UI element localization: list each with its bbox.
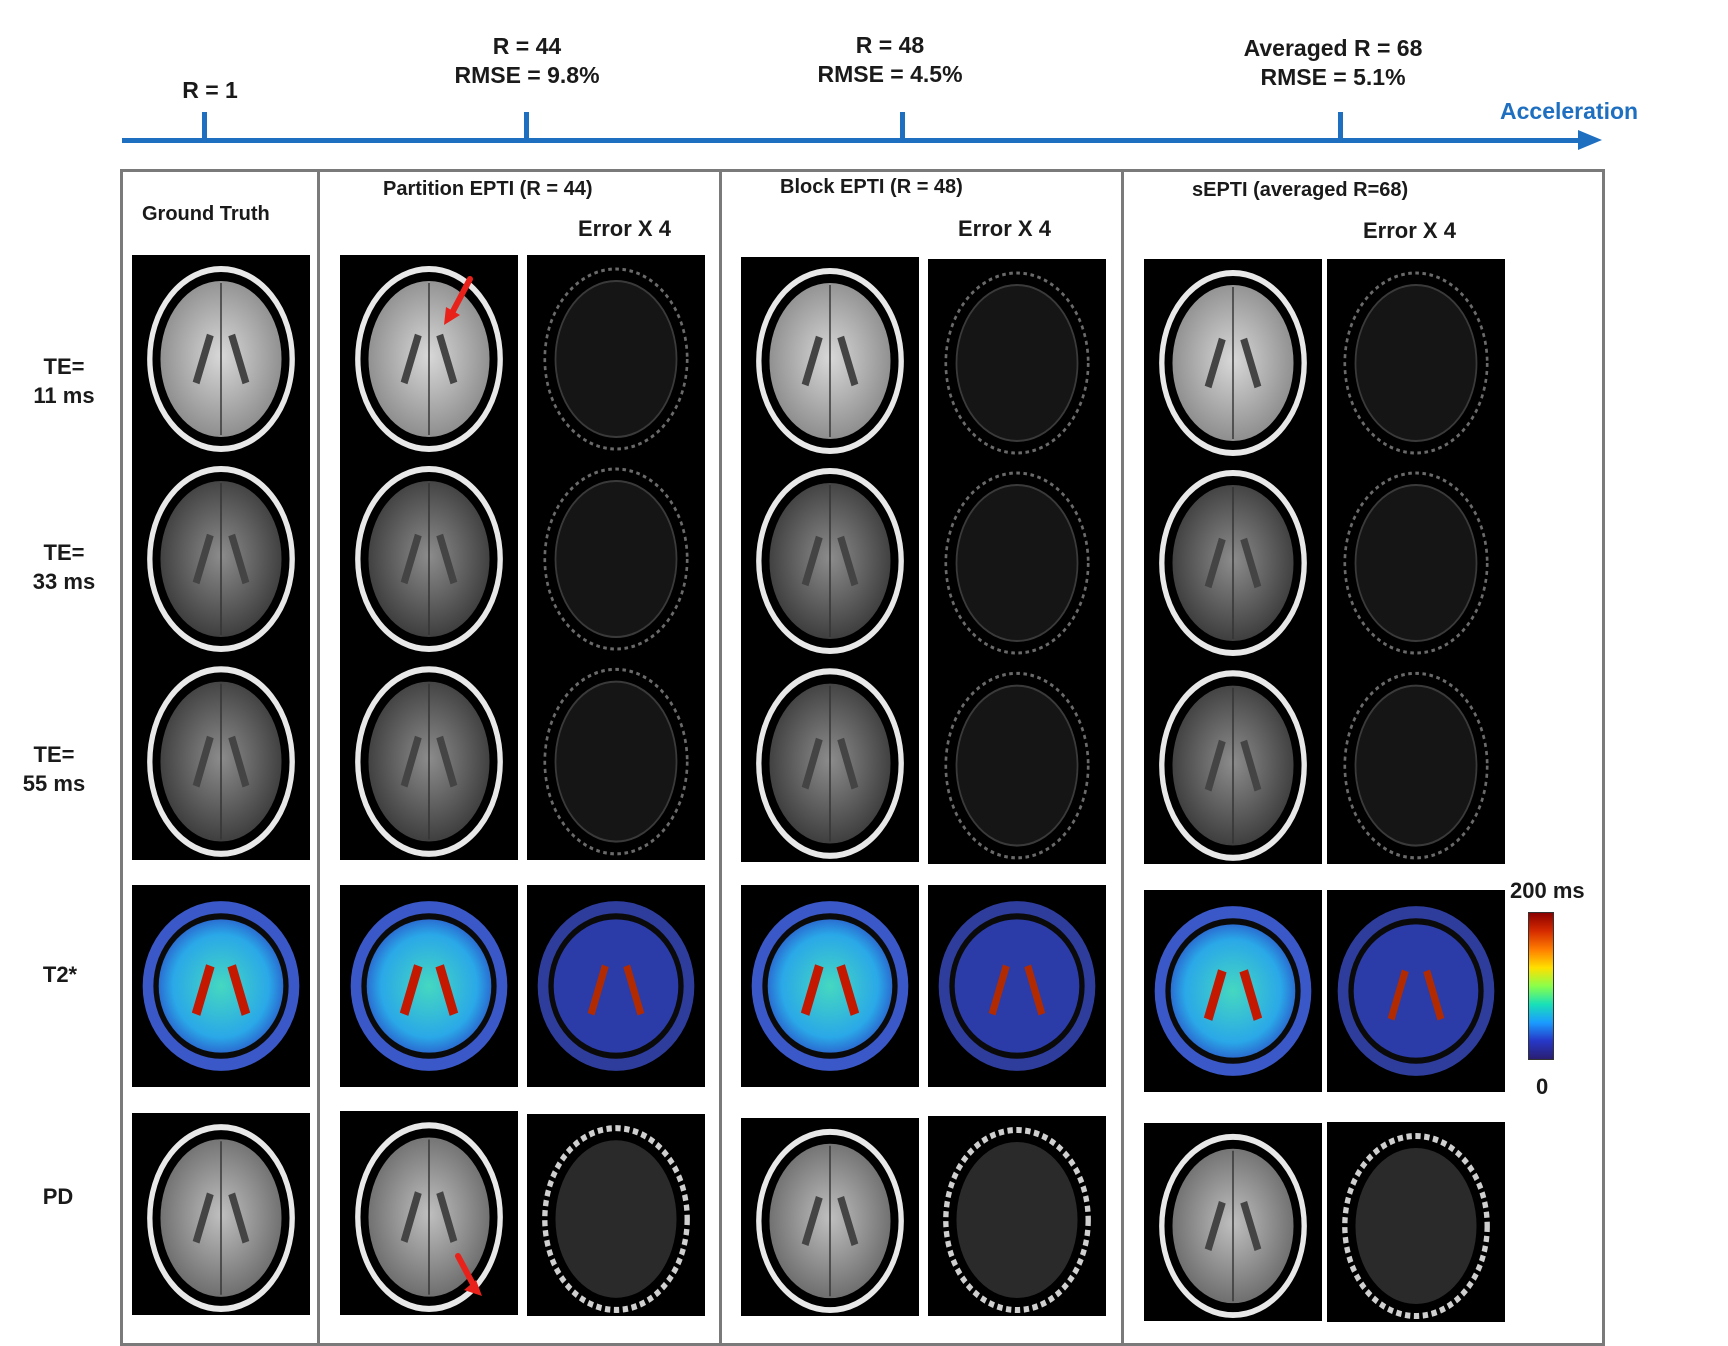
- row-label-line2: 55 ms: [22, 771, 86, 796]
- block-error-pd: [928, 1116, 1106, 1316]
- partition-image-te: [340, 455, 518, 655]
- tick-label-r48: R = 48 RMSE = 4.5%: [790, 31, 990, 89]
- block-image-pd: [741, 1118, 919, 1316]
- tick-label-r68: Averaged R = 68 RMSE = 5.1%: [1218, 34, 1448, 92]
- row-label-line1: TE=: [33, 742, 75, 767]
- row-label-pd: PD: [8, 1182, 108, 1211]
- tick-label-line1: R = 1: [182, 77, 238, 103]
- gt-image-te: [132, 455, 310, 655]
- gt-image-te: [132, 255, 310, 455]
- gt-image-te: [132, 655, 310, 860]
- row-label-line1: T2*: [42, 962, 78, 987]
- septi-error-te: [1327, 459, 1505, 659]
- red-arrow-annotation: [444, 276, 473, 325]
- septi-image-te: [1144, 659, 1322, 864]
- row-label-line1: TE=: [43, 540, 85, 565]
- axis-tick-r48: [900, 112, 905, 142]
- tick-label-line2: RMSE = 5.1%: [1260, 64, 1406, 90]
- septi-error-te: [1327, 659, 1505, 864]
- septi-image-pd: [1144, 1123, 1322, 1321]
- tick-label-line2: RMSE = 4.5%: [817, 61, 963, 87]
- t2star-colorbar: [1528, 912, 1554, 1060]
- septi-image-te: [1144, 459, 1322, 659]
- tick-label-r1: R = 1: [130, 76, 290, 105]
- error-label: Error X 4: [578, 216, 671, 241]
- error-label: Error X 4: [1363, 218, 1456, 243]
- partition-error-t2star: [527, 885, 705, 1087]
- partition-image-te: [340, 655, 518, 860]
- partition-image-te: [340, 255, 518, 455]
- septi-image-t2star: [1144, 890, 1322, 1092]
- partition-error-te: [527, 655, 705, 860]
- axis-arrow-head: [1578, 130, 1602, 150]
- panel-title: sEPTI (averaged R=68): [1192, 179, 1409, 201]
- block-error-te: [928, 259, 1106, 459]
- row-label-line2: 11 ms: [33, 383, 95, 408]
- block-error-te: [928, 659, 1106, 864]
- partition-error-te: [527, 255, 705, 455]
- row-label-line2: 33 ms: [32, 569, 96, 594]
- gt-image-t2star: [132, 885, 310, 1087]
- row-label-line1: TE=: [43, 354, 85, 379]
- septi-error-te: [1327, 259, 1505, 459]
- block-error-t2star: [928, 885, 1106, 1087]
- red-arrow-annotation: [455, 1253, 482, 1296]
- row-label-te11: TE= 11 ms: [14, 352, 114, 410]
- tick-label-r44: R = 44 RMSE = 9.8%: [427, 32, 627, 90]
- septi-image-te: [1144, 259, 1322, 459]
- partition-image-t2star: [340, 885, 518, 1087]
- axis-tick-r68: [1338, 112, 1343, 142]
- gt-image-pd: [132, 1113, 310, 1315]
- panel-title: Partition EPTI (R = 44): [383, 178, 593, 200]
- septi-error-t2star: [1327, 890, 1505, 1092]
- septi-error-pd: [1327, 1122, 1505, 1322]
- colorbar-max-label: 200 ms: [1510, 878, 1585, 903]
- row-label-te33: TE= 33 ms: [14, 538, 114, 596]
- tick-label-line1: R = 44: [492, 33, 562, 59]
- colorbar-min-label: 0: [1536, 1074, 1549, 1099]
- tick-label-line2: RMSE = 9.8%: [454, 62, 600, 88]
- row-label-line1: PD: [42, 1184, 74, 1209]
- block-image-te: [741, 457, 919, 657]
- partition-image-pd: [340, 1111, 518, 1315]
- block-image-te: [741, 657, 919, 862]
- tick-label-line1: R = 48: [855, 32, 925, 58]
- partition-error-pd: [527, 1114, 705, 1316]
- axis-tick-r44: [524, 112, 529, 142]
- block-image-t2star: [741, 885, 919, 1087]
- block-image-te: [741, 257, 919, 457]
- partition-error-te: [527, 455, 705, 655]
- row-label-t2star: T2*: [10, 960, 110, 989]
- block-error-te: [928, 459, 1106, 659]
- panel-title: Ground Truth: [142, 203, 270, 225]
- row-label-te55: TE= 55 ms: [4, 740, 104, 798]
- error-label: Error X 4: [958, 216, 1051, 241]
- axis-tick-r1: [202, 112, 207, 142]
- axis-label: Acceleration: [1500, 98, 1639, 124]
- acceleration-axis: [122, 138, 1584, 143]
- panel-title: Block EPTI (R = 48): [780, 176, 963, 198]
- tick-label-line1: Averaged R = 68: [1243, 35, 1423, 61]
